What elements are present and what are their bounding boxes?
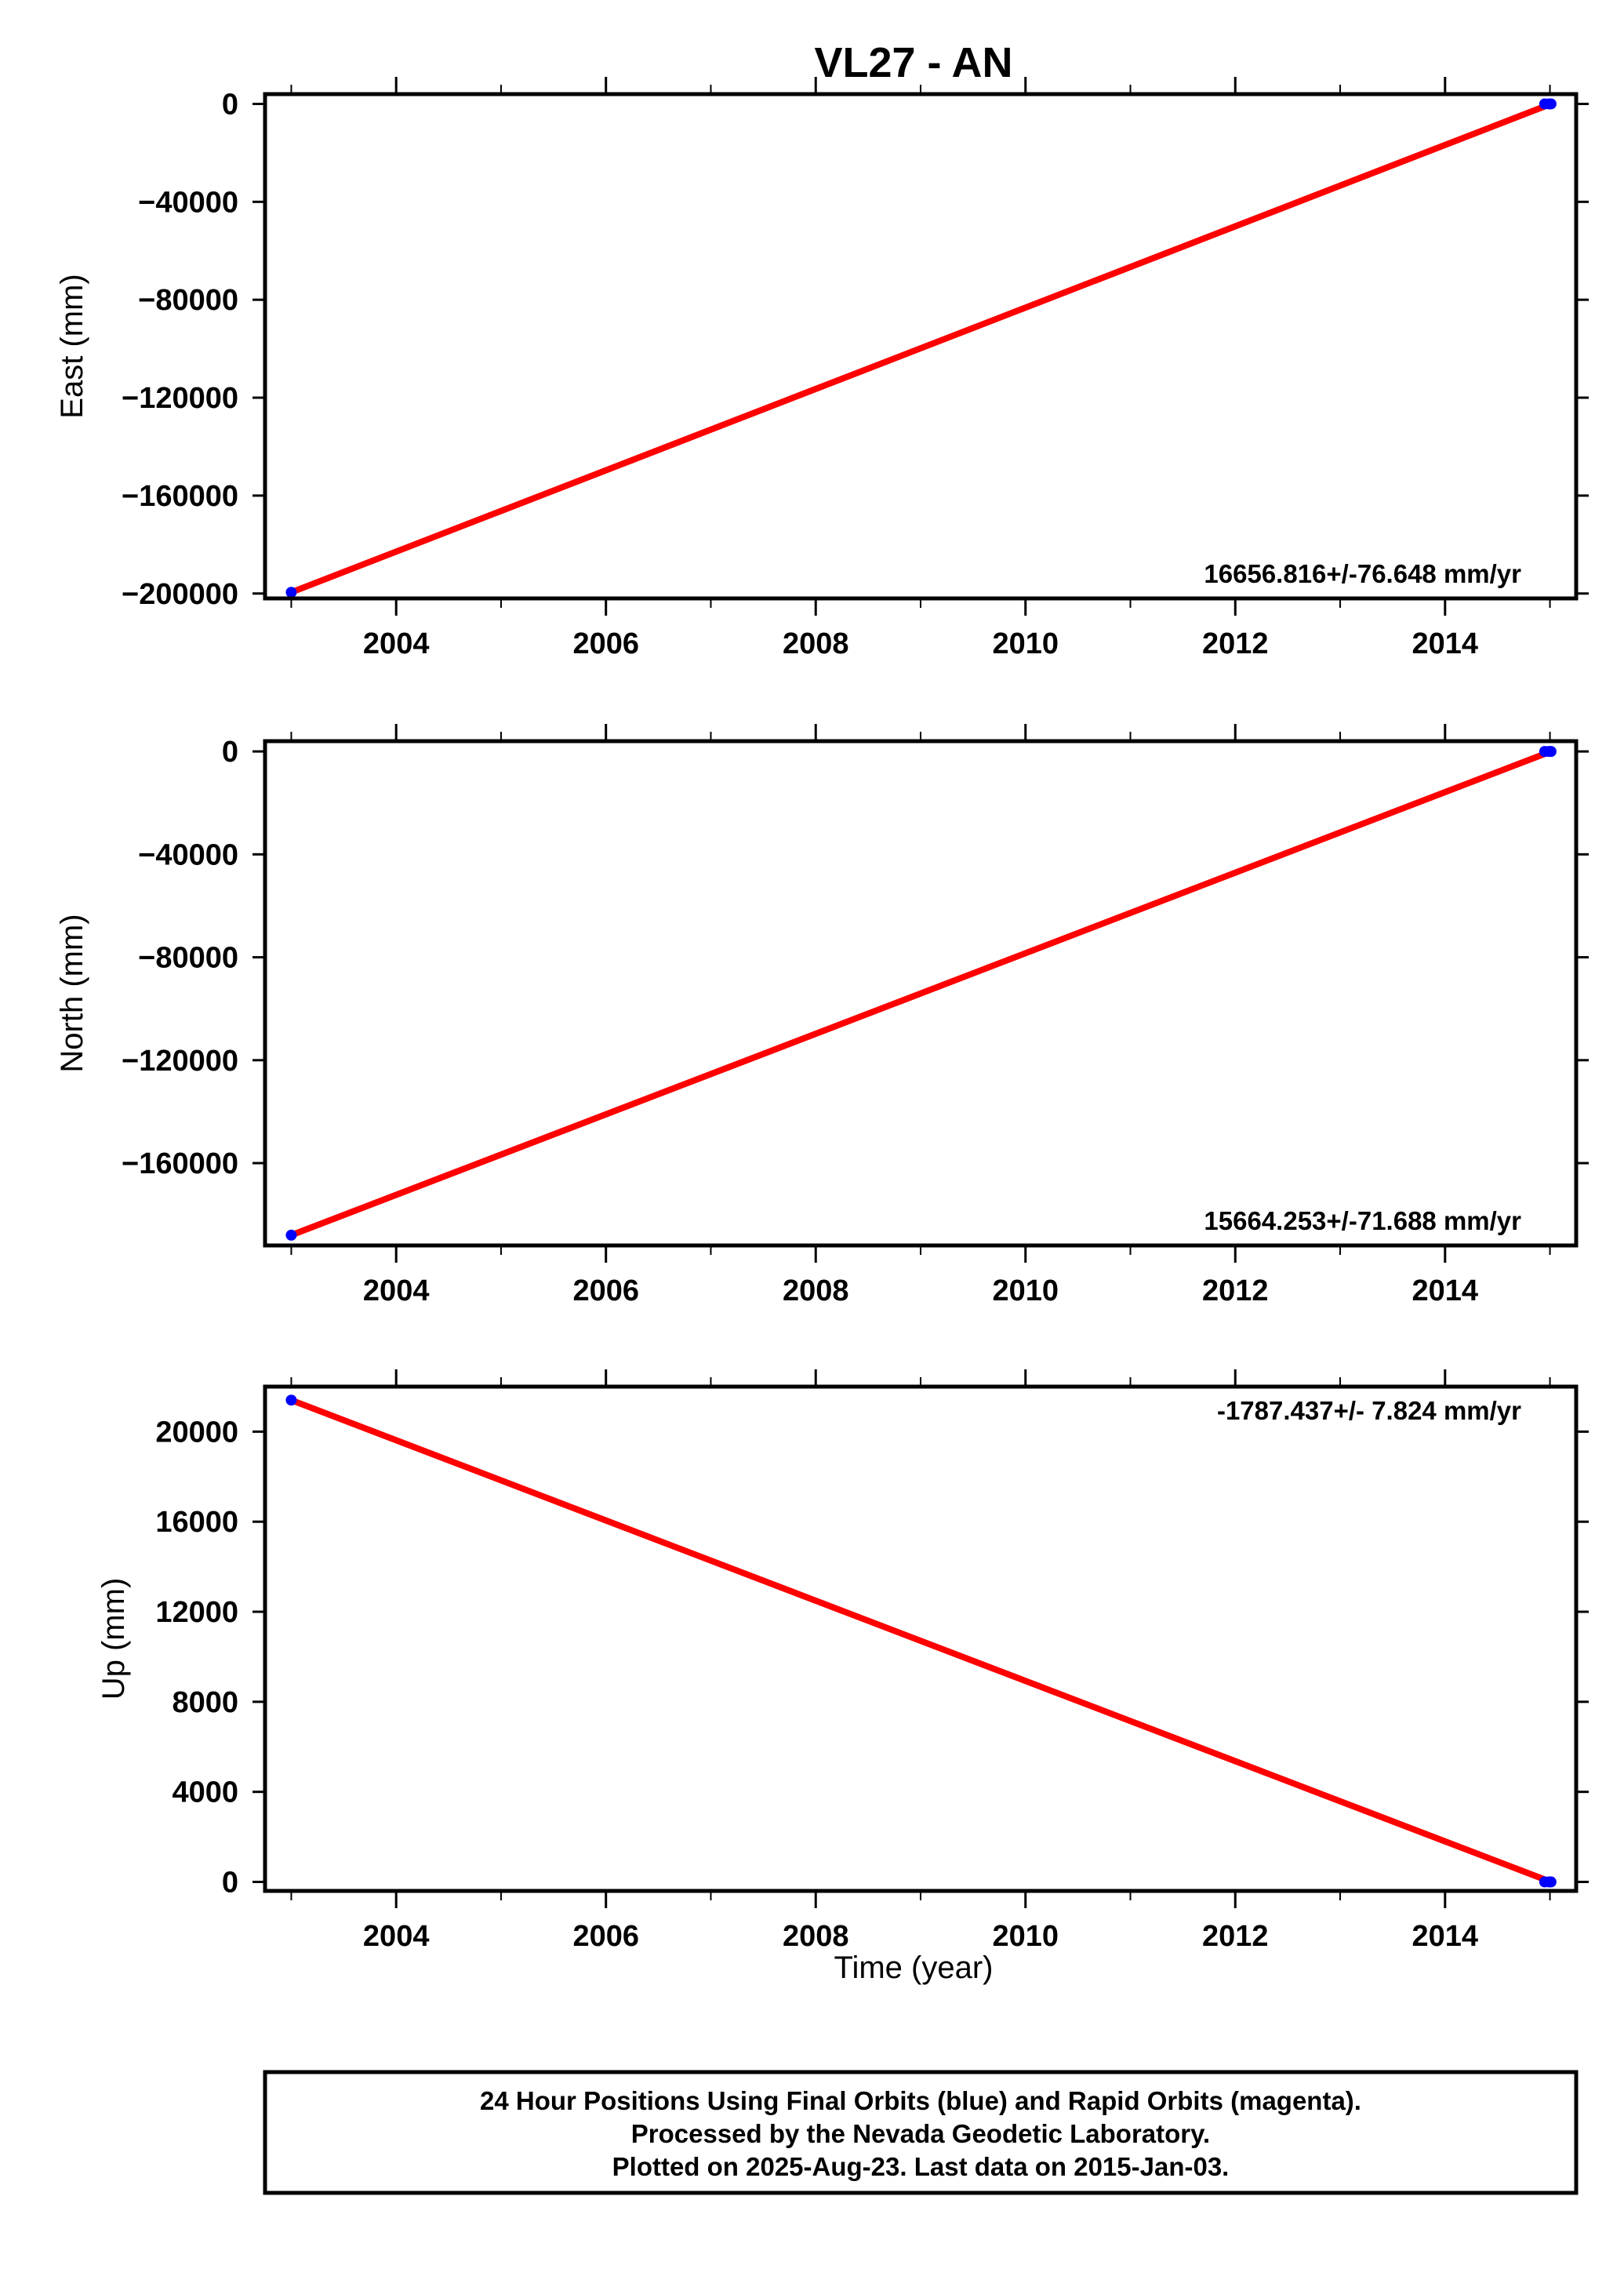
x-tick-label: 2006: [572, 1274, 639, 1307]
y-tick-label: 16000: [155, 1506, 238, 1539]
x-tick-label: 2006: [572, 627, 639, 660]
x-tick-label: 2010: [992, 1274, 1059, 1307]
y-tick-label: 4000: [172, 1776, 238, 1809]
y-axis-label: Up (mm): [96, 1578, 131, 1700]
plot-frame: [263, 739, 1579, 1248]
panels: 2004 2006 2008 2010 2012 2014 0 −40000 −80000 −12…: [55, 77, 1589, 1953]
y-tick-label: 0: [222, 88, 238, 121]
y-axis-label: East (mm): [55, 274, 89, 418]
y-axis-label: North (mm): [55, 914, 89, 1072]
x-tick-label: 2008: [783, 1274, 849, 1307]
x-tick-label: 2004: [363, 1920, 430, 1953]
x-tick-label: 2012: [1202, 1274, 1269, 1307]
x-tick-label: 2004: [363, 627, 430, 660]
data-point: [1545, 746, 1557, 758]
data-point: [285, 587, 297, 598]
panel-north: 2004 2006 2008 2010 2012 2014 0 −40000 −80000 −12…: [55, 724, 1589, 1307]
x-tick-label: 2010: [992, 1920, 1059, 1953]
x-tick-label: 2014: [1412, 1274, 1479, 1307]
y-tick-label: −200000: [122, 578, 238, 611]
data-point: [285, 1229, 297, 1241]
y-tick-label: −40000: [138, 838, 238, 871]
y-tick-label: 0: [222, 736, 238, 769]
x-tick-label: 2008: [783, 1920, 849, 1953]
y-tick-label: −40000: [138, 186, 238, 219]
panel-east: 2004 2006 2008 2010 2012 2014 0 −40000 −80000 −12…: [55, 77, 1589, 660]
y-tick-label: 8000: [172, 1686, 238, 1719]
chart-title: VL27 - AN: [814, 39, 1012, 86]
data-point: [1545, 98, 1557, 110]
plot-frame: [263, 92, 1579, 601]
y-tick-label: 0: [222, 1867, 238, 1900]
y-tick-label: −160000: [122, 480, 238, 513]
y-tick-label: −120000: [122, 382, 238, 415]
footer-line-3: Plotted on 2025-Aug-23. Last data on 201…: [612, 2152, 1230, 2181]
footer-box: 24 Hour Positions Using Final Orbits (bl…: [263, 2070, 1579, 2195]
x-tick-label: 2004: [363, 1274, 430, 1307]
y-tick-label: 20000: [155, 1416, 238, 1449]
trend-line: [288, 100, 1554, 596]
footer-line-2: Processed by the Nevada Geodetic Laborat…: [631, 2119, 1210, 2148]
x-tick-label: 2012: [1202, 627, 1269, 660]
x-tick-label: 2014: [1412, 627, 1479, 660]
y-tick-label: −160000: [122, 1147, 238, 1180]
x-tick-label: 2010: [992, 627, 1059, 660]
y-tick-label: −120000: [122, 1045, 238, 1078]
x-axis-label: Time (year): [834, 1951, 994, 1985]
footer-line-1: 24 Hour Positions Using Final Orbits (bl…: [480, 2086, 1361, 2115]
footer-frame: [263, 2070, 1579, 2195]
x-tick-label: 2006: [572, 1920, 639, 1953]
x-tick-label: 2012: [1202, 1920, 1269, 1953]
y-tick-label: −80000: [138, 942, 238, 975]
y-tick-label: 12000: [155, 1596, 238, 1629]
x-tick-label: 2014: [1412, 1920, 1479, 1953]
data-point: [1545, 1876, 1557, 1888]
data-point: [285, 1394, 297, 1406]
y-tick-label: −80000: [138, 284, 238, 317]
rate-label: 16656.816+/-76.648 mm/yr: [1204, 559, 1521, 588]
trend-line: [288, 1397, 1554, 1885]
plot-frame: [263, 1384, 1579, 1893]
rate-label: -1787.437+/- 7.824 mm/yr: [1217, 1396, 1521, 1425]
rate-label: 15664.253+/-71.688 mm/yr: [1204, 1206, 1521, 1235]
x-tick-label: 2008: [783, 627, 849, 660]
panel-up: 2004 2006 2008 2010 2012 2014 0 4000 8000 12000 16…: [96, 1369, 1589, 1953]
trend-line: [288, 748, 1554, 1238]
